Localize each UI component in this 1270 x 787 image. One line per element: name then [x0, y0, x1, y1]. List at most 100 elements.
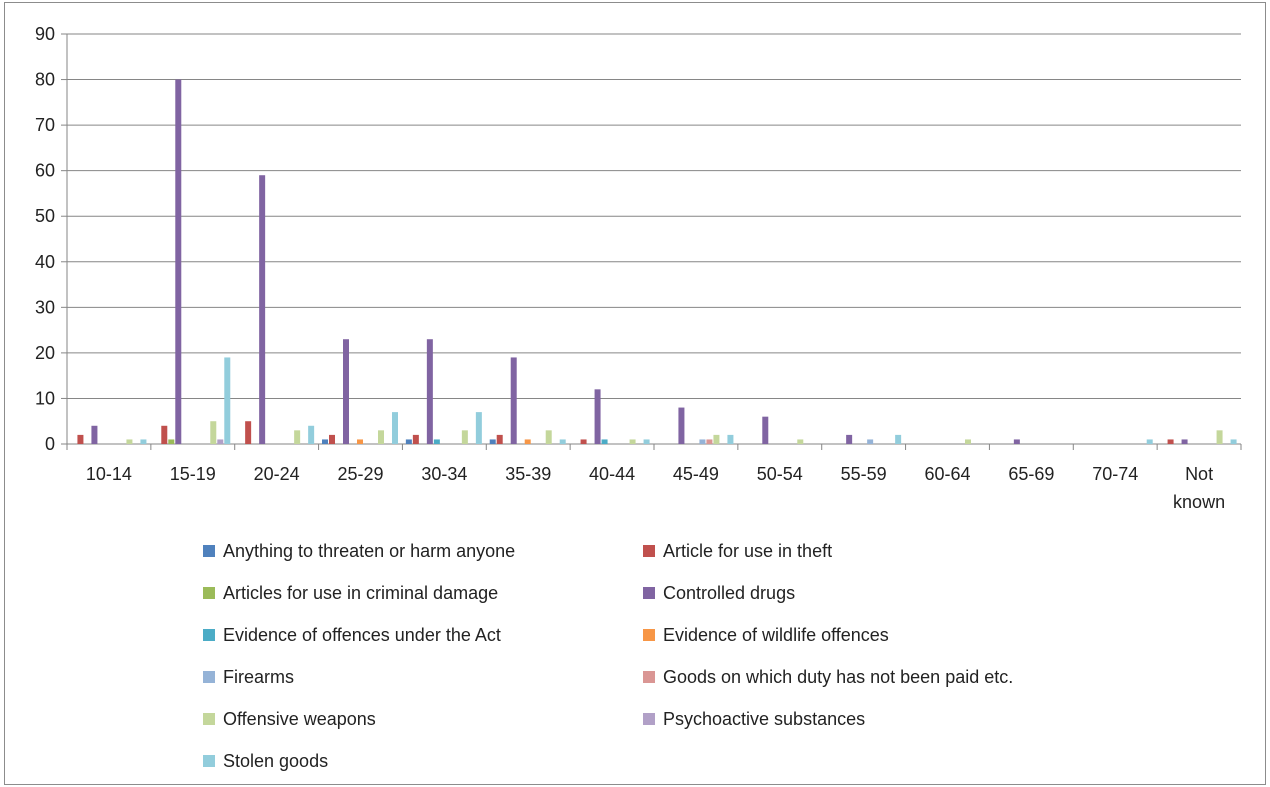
- bar: [699, 439, 706, 444]
- bar: [461, 430, 468, 444]
- x-tick-label: 50-54: [757, 464, 803, 484]
- legend-label: Article for use in theft: [663, 541, 832, 561]
- chart-frame: [4, 2, 1266, 785]
- bar: [294, 430, 301, 444]
- x-tick-label: 65-69: [1008, 464, 1054, 484]
- x-tick-label: 35-39: [505, 464, 551, 484]
- bar: [1216, 430, 1223, 444]
- bar: [601, 439, 608, 444]
- x-tick-label: 20-24: [254, 464, 300, 484]
- bar: [727, 434, 734, 444]
- bar: [1181, 439, 1188, 444]
- bar: [895, 434, 902, 444]
- legend-swatch: [203, 629, 215, 641]
- bar: [594, 389, 601, 444]
- legend-label: Psychoactive substances: [663, 709, 865, 729]
- bar: [713, 434, 720, 444]
- x-tick-label: 25-29: [337, 464, 383, 484]
- bar: [559, 439, 566, 444]
- y-tick-label: 50: [35, 206, 55, 226]
- legend-swatch: [203, 587, 215, 599]
- bar: [412, 434, 419, 444]
- bar: [175, 79, 182, 445]
- y-tick-label: 70: [35, 115, 55, 135]
- bar: [510, 357, 517, 444]
- bar: [496, 434, 503, 444]
- bar: [433, 439, 440, 444]
- legend-label: Articles for use in criminal damage: [223, 583, 498, 603]
- y-tick-label: 10: [35, 388, 55, 408]
- bar: [308, 425, 315, 444]
- x-tick-label: 55-59: [841, 464, 887, 484]
- bar: [378, 430, 384, 444]
- legend-label: Goods on which duty has not been paid et…: [663, 667, 1013, 687]
- bar: [259, 175, 266, 444]
- bar: [524, 439, 531, 444]
- bar: [580, 439, 587, 444]
- bar: [77, 434, 84, 444]
- bar: [161, 425, 168, 444]
- x-tick-label: 45-49: [673, 464, 719, 484]
- y-tick-label: 30: [35, 297, 55, 317]
- x-tick-label: 70-74: [1092, 464, 1138, 484]
- bar: [846, 434, 853, 444]
- x-tick-label: 40-44: [589, 464, 635, 484]
- bar: [475, 412, 482, 444]
- legend-label: Evidence of offences under the Act: [223, 625, 501, 645]
- bar: [224, 357, 231, 444]
- bar: [643, 439, 650, 444]
- y-tick-label: 20: [35, 343, 55, 363]
- x-tick-label: 30-34: [421, 464, 467, 484]
- bar: [392, 412, 398, 444]
- bar: [489, 439, 496, 444]
- legend-label: Anything to threaten or harm anyone: [223, 541, 515, 561]
- bar: [1146, 439, 1153, 444]
- legend-swatch: [643, 587, 655, 599]
- bar: [1230, 439, 1237, 444]
- y-tick-label: 40: [35, 252, 55, 272]
- bar: [217, 439, 224, 444]
- legend-swatch: [203, 755, 215, 767]
- legend-label: Stolen goods: [223, 751, 328, 771]
- bar: [426, 339, 433, 444]
- bar: [762, 416, 769, 444]
- legend-swatch: [643, 545, 655, 557]
- x-tick-label: known: [1173, 492, 1225, 512]
- legend-label: Firearms: [223, 667, 294, 687]
- x-tick-label: 60-64: [924, 464, 970, 484]
- bar: [1013, 439, 1020, 444]
- legend-swatch: [203, 713, 215, 725]
- legend-label: Offensive weapons: [223, 709, 376, 729]
- bar: [678, 407, 685, 444]
- bar: [329, 434, 335, 444]
- bar: [245, 421, 252, 444]
- y-tick-label: 80: [35, 70, 55, 90]
- bar: [867, 439, 874, 444]
- bar: [126, 439, 133, 444]
- y-tick-label: 90: [35, 24, 55, 44]
- bar: [629, 439, 636, 444]
- y-tick-label: 0: [45, 434, 55, 454]
- bar: [357, 439, 363, 444]
- bar: [343, 339, 349, 444]
- bar: [168, 439, 175, 444]
- bar: [797, 439, 804, 444]
- legend-swatch: [203, 671, 215, 683]
- x-tick-label: 10-14: [86, 464, 132, 484]
- legend-swatch: [643, 671, 655, 683]
- legend-swatch: [643, 713, 655, 725]
- bar: [91, 425, 98, 444]
- bar: [545, 430, 552, 444]
- bar: [210, 421, 217, 444]
- y-tick-label: 60: [35, 161, 55, 181]
- legend-swatch: [643, 629, 655, 641]
- legend-label: Evidence of wildlife offences: [663, 625, 889, 645]
- bar: [706, 439, 713, 444]
- bar: [405, 439, 412, 444]
- bar: [140, 439, 147, 444]
- x-tick-label: 15-19: [170, 464, 216, 484]
- x-tick-label: Not: [1185, 464, 1213, 484]
- bar: [1167, 439, 1174, 444]
- bar: [322, 439, 328, 444]
